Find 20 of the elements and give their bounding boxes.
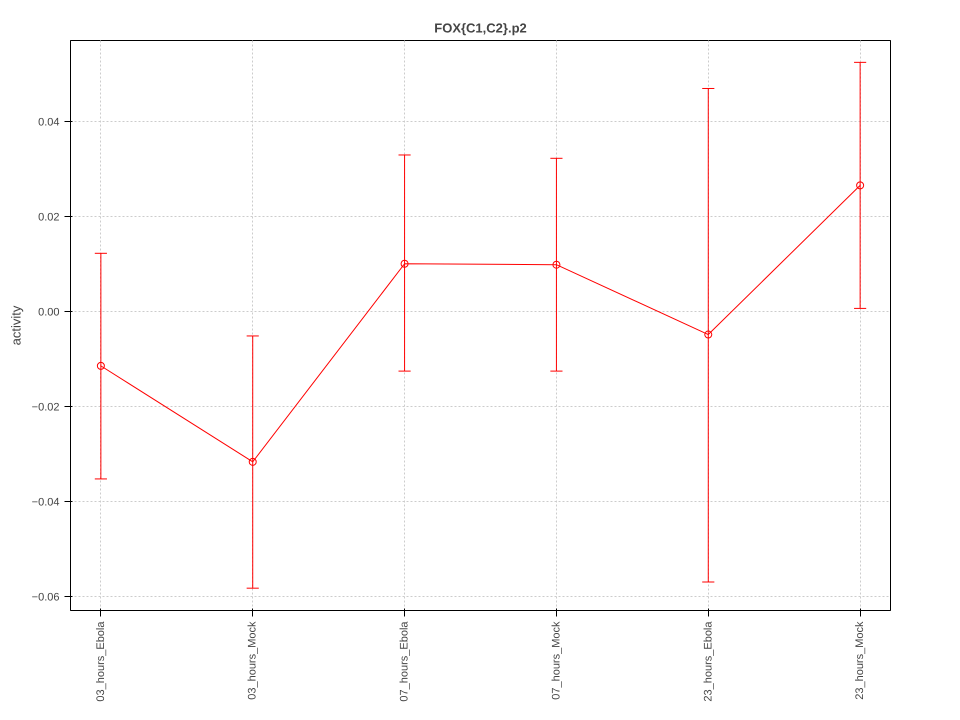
point [96, 362, 105, 370]
point [248, 458, 257, 466]
y-axis-title: activity [8, 305, 24, 346]
y-tick-label: −0.04 [32, 496, 60, 509]
point [704, 330, 712, 339]
point [856, 181, 864, 190]
y-tick-label: 0.04 [38, 116, 60, 129]
point [552, 260, 560, 269]
x-tick-label: 07_hours_Ebola [398, 620, 411, 702]
x-tick-label: 03_hours_Mock [246, 621, 259, 700]
y-tick-label: 0.00 [38, 306, 60, 319]
point [400, 260, 409, 268]
x-tick-label: 23_hours_Mock [854, 621, 866, 700]
x-tick-label: 07_hours_Mock [550, 621, 562, 700]
x-tick-label: 03_hours_Ebola [94, 620, 107, 702]
y-tick-label: 0.02 [38, 212, 60, 224]
y-tick-label: −0.06 [32, 592, 60, 604]
y-tick-label: −0.02 [32, 402, 60, 414]
x-tick-label: 23_hours_Ebola [702, 620, 714, 702]
chart-title: FOX{C1,C2}.p2 [434, 20, 527, 36]
